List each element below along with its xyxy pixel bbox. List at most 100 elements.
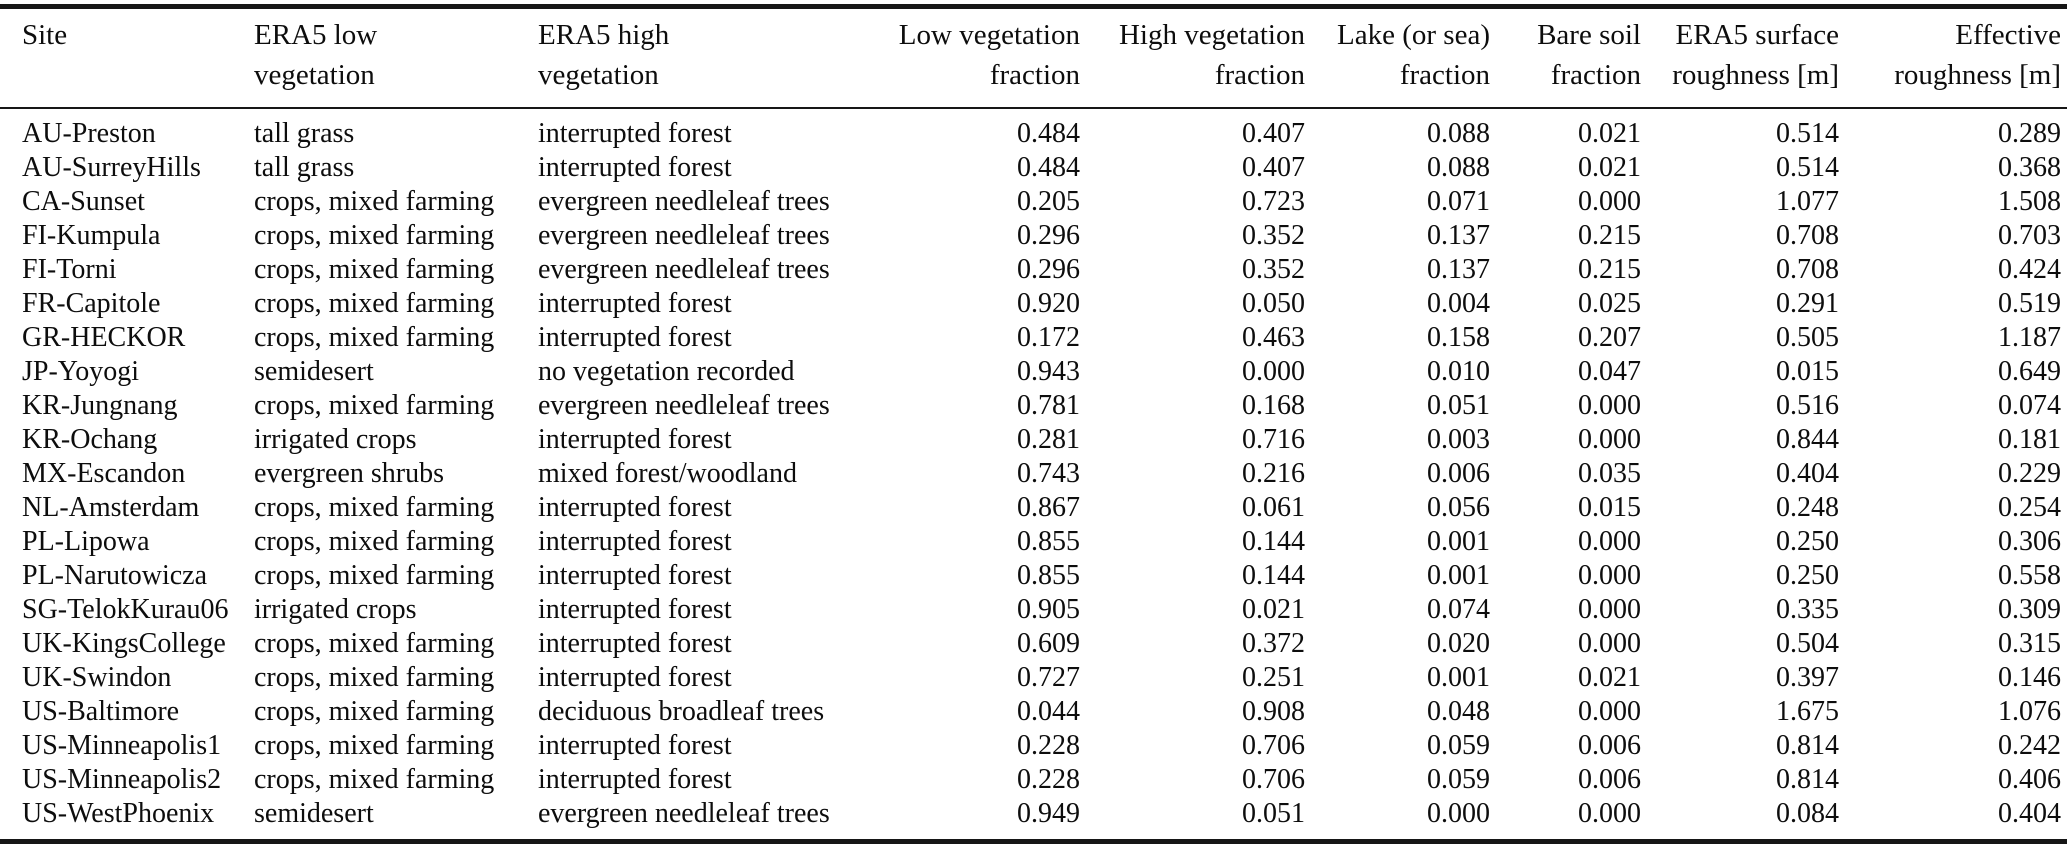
cell-lake_or_sea_fraction: 0.137 <box>1427 254 1490 285</box>
cell-effective_roughness: 0.242 <box>1998 730 2061 761</box>
cell-effective_roughness: 0.146 <box>1998 662 2061 693</box>
cell-era5_high_vegetation: evergreen needleleaf trees <box>538 254 830 285</box>
cell-lake_or_sea_fraction: 0.056 <box>1427 492 1490 523</box>
cell-effective_roughness: 1.187 <box>1998 322 2061 353</box>
cell-era5_low_vegetation: crops, mixed farming <box>254 288 495 319</box>
cell-low_vegetation_fraction: 0.905 <box>1017 594 1080 625</box>
table-row: US-WestPhoenix semidesert evergreen needle… <box>0 797 2067 842</box>
cell-effective_roughness: 0.368 <box>1998 152 2061 183</box>
cell-bare_soil_fraction: 0.000 <box>1578 594 1641 625</box>
cell-era5_low_vegetation: crops, mixed farming <box>254 696 495 727</box>
cell-era5_high_vegetation: interrupted forest <box>538 628 732 659</box>
cell-low_vegetation_fraction: 0.044 <box>1017 696 1080 727</box>
table-row: UK-Swindon crops, mixed farming interrupte… <box>0 661 2067 695</box>
cell-high_vegetation_fraction: 0.716 <box>1242 424 1305 455</box>
cell-effective_roughness: 0.306 <box>1998 526 2061 557</box>
cell-lake_or_sea_fraction: 0.010 <box>1427 356 1490 387</box>
cell-low_vegetation_fraction: 0.855 <box>1017 560 1080 591</box>
cell-era5_surface_roughness: 0.514 <box>1776 118 1839 149</box>
cell-high_vegetation_fraction: 0.021 <box>1242 594 1305 625</box>
cell-site: GR-HECKOR <box>22 322 186 353</box>
cell-bare_soil_fraction: 0.000 <box>1578 186 1641 217</box>
table-row: KR-Jungnang crops, mixed farming evergreen… <box>0 389 2067 423</box>
cell-effective_roughness: 0.289 <box>1998 118 2061 149</box>
table-row: CA-Sunset crops, mixed farming evergreen n… <box>0 185 2067 219</box>
cell-era5_high_vegetation: interrupted forest <box>538 764 732 795</box>
cell-site: KR-Ochang <box>22 424 158 455</box>
cell-effective_roughness: 0.519 <box>1998 288 2061 319</box>
cell-site: FI-Kumpula <box>22 220 161 251</box>
cell-high_vegetation_fraction: 0.352 <box>1242 220 1305 251</box>
table-row: MX-Escandon evergreen shrubs mixed forest/… <box>0 457 2067 491</box>
cell-era5_low_vegetation: crops, mixed farming <box>254 390 495 421</box>
cell-high_vegetation_fraction: 0.251 <box>1242 662 1305 693</box>
cell-bare_soil_fraction: 0.000 <box>1578 526 1641 557</box>
cell-era5_high_vegetation: interrupted forest <box>538 492 732 523</box>
cell-site: US-Baltimore <box>22 696 180 727</box>
cell-era5_low_vegetation: irrigated crops <box>254 424 417 455</box>
cell-era5_high_vegetation: evergreen needleleaf trees <box>538 390 830 421</box>
cell-era5_high_vegetation: interrupted forest <box>538 662 732 693</box>
cell-era5_high_vegetation: evergreen needleleaf trees <box>538 220 830 251</box>
cell-effective_roughness: 0.074 <box>1998 390 2061 421</box>
cell-lake_or_sea_fraction: 0.001 <box>1427 560 1490 591</box>
cell-era5_surface_roughness: 0.250 <box>1776 526 1839 557</box>
cell-era5_low_vegetation: crops, mixed farming <box>254 186 495 217</box>
cell-lake_or_sea_fraction: 0.074 <box>1427 594 1490 625</box>
cell-low_vegetation_fraction: 0.296 <box>1017 220 1080 251</box>
cell-lake_or_sea_fraction: 0.004 <box>1427 288 1490 319</box>
cell-era5_low_vegetation: crops, mixed farming <box>254 560 495 591</box>
cell-era5_low_vegetation: crops, mixed farming <box>254 730 495 761</box>
table-row: NL-Amsterdam crops, mixed farming interrup… <box>0 491 2067 525</box>
header-row: Site ERA5 low vegetation ERA5 high vegetat… <box>0 6 2067 109</box>
cell-high_vegetation_fraction: 0.216 <box>1242 458 1305 489</box>
cell-high_vegetation_fraction: 0.723 <box>1242 186 1305 217</box>
cell-era5_low_vegetation: crops, mixed farming <box>254 628 495 659</box>
cell-low_vegetation_fraction: 0.484 <box>1017 152 1080 183</box>
cell-lake_or_sea_fraction: 0.020 <box>1427 628 1490 659</box>
cell-lake_or_sea_fraction: 0.000 <box>1427 798 1490 829</box>
cell-bare_soil_fraction: 0.006 <box>1578 730 1641 761</box>
cell-era5_high_vegetation: interrupted forest <box>538 424 732 455</box>
column-header-effective_roughness: Effective roughness [m] <box>1839 6 2067 109</box>
cell-high_vegetation_fraction: 0.000 <box>1242 356 1305 387</box>
cell-effective_roughness: 0.424 <box>1998 254 2061 285</box>
table-row: UK-KingsCollege crops, mixed farming inter… <box>0 627 2067 661</box>
cell-effective_roughness: 0.404 <box>1998 798 2061 829</box>
cell-era5_surface_roughness: 0.084 <box>1776 798 1839 829</box>
cell-site: AU-Preston <box>22 118 156 149</box>
cell-effective_roughness: 0.649 <box>1998 356 2061 387</box>
cell-effective_roughness: 0.254 <box>1998 492 2061 523</box>
cell-low_vegetation_fraction: 0.943 <box>1017 356 1080 387</box>
cell-lake_or_sea_fraction: 0.071 <box>1427 186 1490 217</box>
cell-era5_high_vegetation: interrupted forest <box>538 118 732 149</box>
cell-era5_low_vegetation: crops, mixed farming <box>254 492 495 523</box>
cell-high_vegetation_fraction: 0.144 <box>1242 560 1305 591</box>
cell-site: KR-Jungnang <box>22 390 178 421</box>
cell-era5_surface_roughness: 0.015 <box>1776 356 1839 387</box>
column-header-bare_soil_fraction: Bare soil fraction <box>1490 6 1641 109</box>
cell-era5_high_vegetation: interrupted forest <box>538 526 732 557</box>
table-row: US-Minneapolis1 crops, mixed farming inter… <box>0 729 2067 763</box>
cell-effective_roughness: 0.558 <box>1998 560 2061 591</box>
cell-era5_low_vegetation: crops, mixed farming <box>254 322 495 353</box>
cell-era5_low_vegetation: semidesert <box>254 798 374 829</box>
cell-high_vegetation_fraction: 0.372 <box>1242 628 1305 659</box>
cell-era5_surface_roughness: 0.248 <box>1776 492 1839 523</box>
cell-era5_surface_roughness: 0.404 <box>1776 458 1839 489</box>
table-row: AU-Preston tall grass interrupted forest 0.… <box>0 108 2067 151</box>
cell-effective_roughness: 0.406 <box>1998 764 2061 795</box>
cell-high_vegetation_fraction: 0.144 <box>1242 526 1305 557</box>
table-row: FI-Torni crops, mixed farming evergreen ne… <box>0 253 2067 287</box>
column-header-era5_surface_roughness: ERA5 surface roughness [m] <box>1641 6 1839 109</box>
cell-era5_surface_roughness: 0.291 <box>1776 288 1839 319</box>
cell-bare_soil_fraction: 0.047 <box>1578 356 1641 387</box>
cell-high_vegetation_fraction: 0.407 <box>1242 152 1305 183</box>
cell-lake_or_sea_fraction: 0.006 <box>1427 458 1490 489</box>
cell-era5_high_vegetation: mixed forest/woodland <box>538 458 797 489</box>
cell-low_vegetation_fraction: 0.228 <box>1017 730 1080 761</box>
cell-lake_or_sea_fraction: 0.001 <box>1427 526 1490 557</box>
cell-site: PL-Lipowa <box>22 526 150 557</box>
cell-era5_high_vegetation: evergreen needleleaf trees <box>538 798 830 829</box>
table-row: AU-SurreyHills tall grass interrupted fore… <box>0 151 2067 185</box>
